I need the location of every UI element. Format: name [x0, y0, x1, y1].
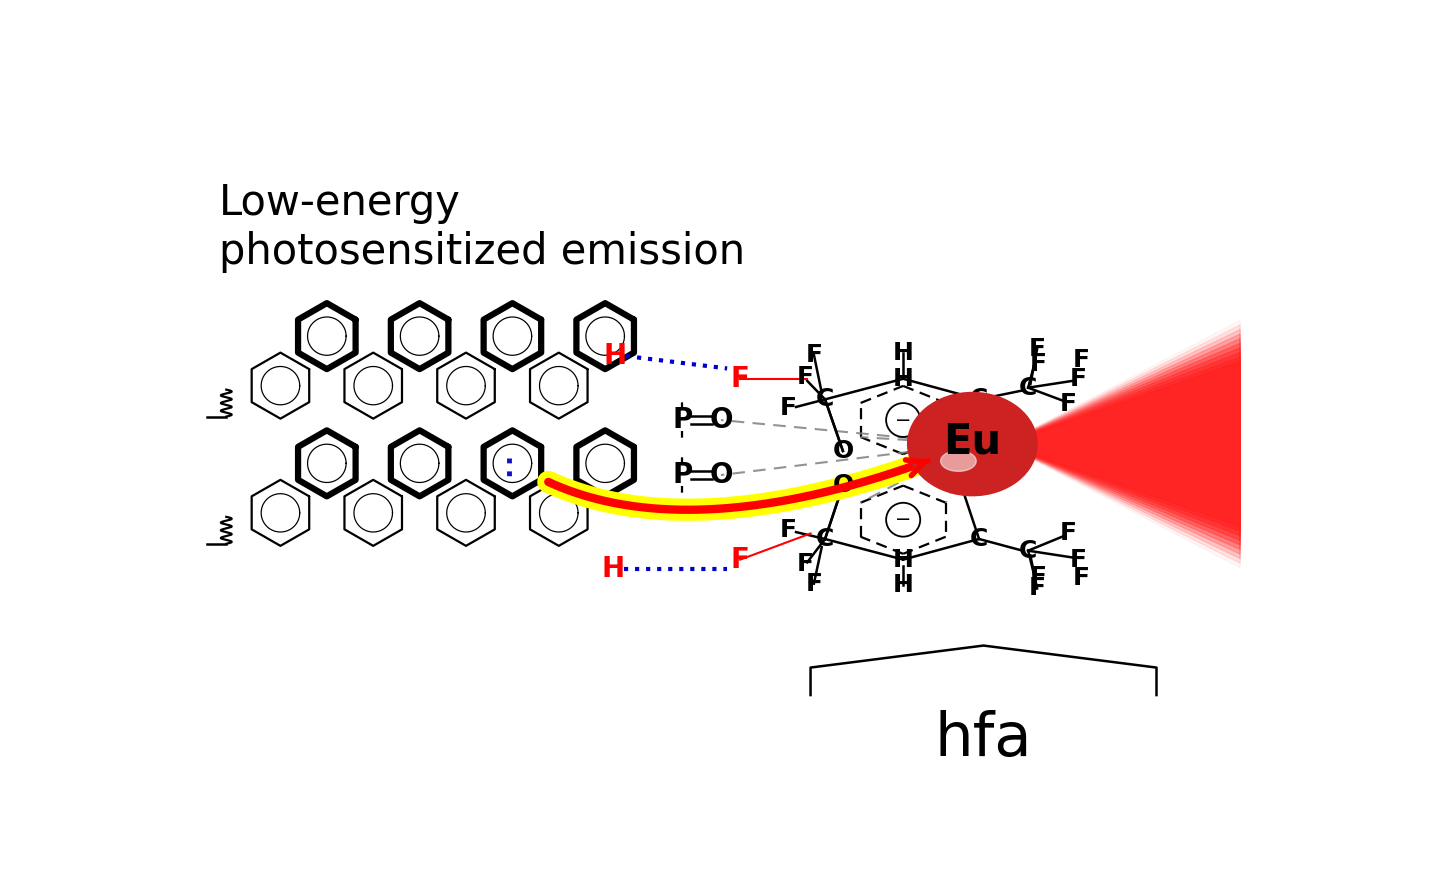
Text: P: P [672, 406, 693, 434]
Text: −: − [896, 510, 912, 530]
Text: H: H [603, 342, 626, 370]
Text: F: F [1028, 338, 1045, 361]
Polygon shape [1004, 362, 1240, 527]
Text: P: P [672, 461, 693, 489]
Text: F: F [796, 553, 814, 576]
Text: F: F [1060, 392, 1077, 416]
Text: C: C [1020, 538, 1037, 563]
Text: O: O [950, 473, 972, 497]
Text: F: F [730, 364, 750, 393]
Text: F: F [1030, 352, 1047, 376]
Polygon shape [1004, 357, 1240, 531]
Ellipse shape [907, 393, 1037, 496]
Text: H: H [893, 341, 913, 365]
Text: C: C [971, 527, 988, 551]
Text: F: F [1070, 367, 1087, 391]
Text: H: H [602, 555, 625, 583]
Text: C: C [1020, 376, 1037, 400]
Polygon shape [1004, 347, 1240, 540]
Polygon shape [1004, 338, 1240, 549]
Text: F: F [730, 546, 750, 573]
Text: F: F [805, 572, 822, 596]
Text: Low-energy
photosensitized emission: Low-energy photosensitized emission [219, 182, 744, 272]
Text: F: F [779, 518, 796, 542]
Text: F: F [1030, 564, 1047, 588]
Text: F: F [1073, 566, 1090, 590]
Text: O: O [950, 439, 972, 463]
Text: C: C [816, 388, 834, 412]
Text: O: O [832, 439, 854, 463]
Polygon shape [1004, 353, 1240, 536]
Text: H: H [893, 573, 913, 597]
Text: O: O [710, 406, 733, 434]
Polygon shape [1004, 334, 1240, 554]
Polygon shape [1004, 343, 1240, 545]
Text: H: H [893, 547, 913, 572]
Text: H: H [893, 367, 913, 391]
Polygon shape [1004, 325, 1240, 563]
Text: F: F [805, 343, 822, 367]
Ellipse shape [940, 451, 976, 472]
Text: F: F [779, 396, 796, 421]
Text: F: F [1073, 348, 1090, 372]
Text: Eu: Eu [943, 421, 1001, 463]
Text: F: F [1060, 522, 1077, 546]
Text: F: F [1070, 547, 1087, 572]
Text: O: O [710, 461, 733, 489]
Text: F: F [796, 365, 814, 389]
Text: hfa: hfa [935, 710, 1032, 769]
Text: C: C [816, 527, 834, 551]
Text: C: C [971, 388, 988, 412]
Polygon shape [1004, 330, 1240, 559]
Text: O: O [832, 473, 854, 497]
Text: F: F [1028, 577, 1045, 600]
Text: −: − [896, 411, 912, 430]
